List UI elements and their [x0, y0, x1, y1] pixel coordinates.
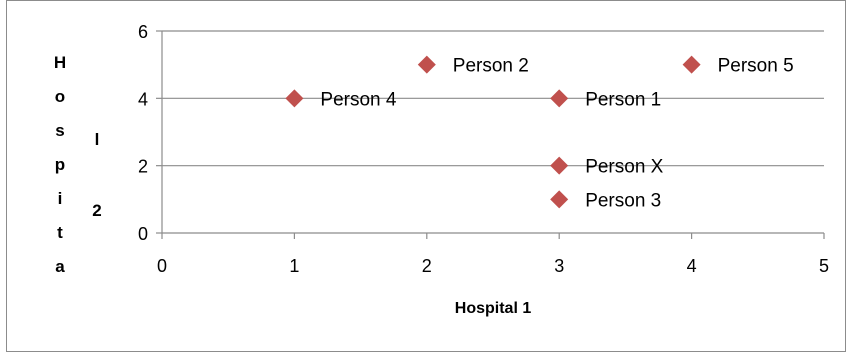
point-person-2 — [417, 55, 436, 74]
point-person-3 — [550, 190, 569, 209]
point-label-person-1: Person 1 — [585, 89, 661, 110]
point-person-1 — [550, 89, 569, 108]
point-label-person-4: Person 4 — [320, 89, 396, 110]
y-tick-label-0: 0 — [138, 224, 148, 244]
point-label-person-3: Person 3 — [585, 190, 661, 211]
y-tick-labels: 0 2 4 6 — [138, 22, 148, 244]
x-tick-label-3: 3 — [554, 256, 564, 276]
x-tick-label-1: 1 — [289, 256, 299, 276]
point-person-4 — [285, 89, 304, 108]
point-labels: Person 1 Person 2 Person 3 Person 4 Person 5… — [320, 56, 793, 212]
x-tick-label-0: 0 — [157, 256, 167, 276]
y-axis-title-char: 2 — [92, 201, 101, 220]
point-label-person-x: Person X — [585, 157, 663, 178]
y-axis-title-char: o — [55, 87, 65, 106]
y-axis-title-char: i — [58, 189, 63, 208]
point-person-5 — [682, 55, 701, 74]
y-axis-title-char: t — [57, 223, 63, 242]
gridlines — [162, 30, 824, 167]
axes — [156, 30, 825, 239]
y-axis-title-char: s — [55, 121, 64, 140]
point-label-person-2: Person 2 — [453, 56, 529, 77]
x-tick-label-5: 5 — [819, 256, 829, 276]
x-tick-label-2: 2 — [422, 256, 432, 276]
point-person-x — [550, 156, 569, 175]
y-axis-title: Hospita l 2 — [54, 53, 102, 276]
data-points — [285, 55, 701, 209]
y-tick-label-4: 4 — [138, 89, 148, 109]
x-tick-labels: 0 1 2 3 4 5 — [157, 256, 829, 276]
point-label-person-5: Person 5 — [718, 56, 794, 77]
x-tick-label-4: 4 — [687, 256, 697, 276]
y-axis-title-char: H — [54, 53, 66, 72]
y-axis-title-char: a — [55, 257, 65, 276]
y-axis-title-char: l — [95, 130, 100, 149]
y-tick-label-2: 2 — [138, 157, 148, 177]
y-tick-label-6: 6 — [138, 22, 148, 42]
y-axis-title-char: p — [55, 155, 65, 174]
x-axis-title: Hospital 1 — [455, 300, 532, 317]
